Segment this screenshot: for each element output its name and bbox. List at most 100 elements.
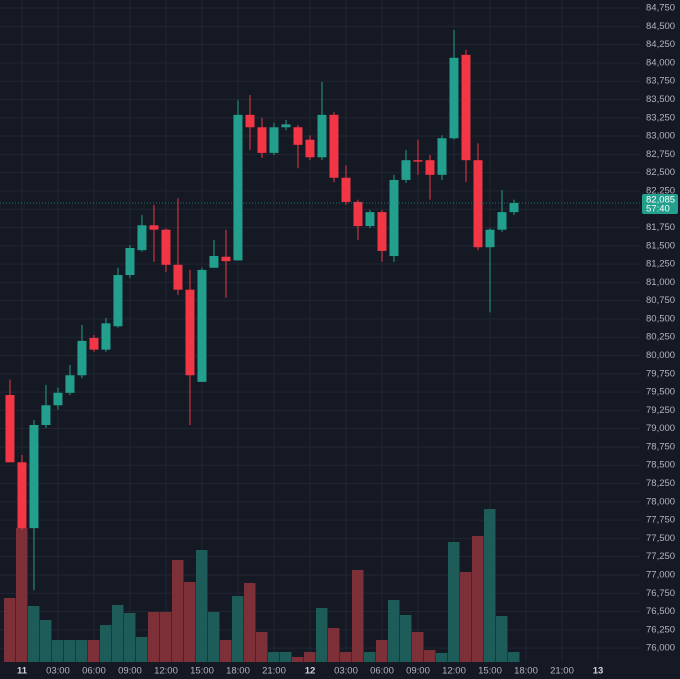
y-tick-label: 83,750 [646, 76, 675, 87]
candle-body [233, 114, 243, 261]
volume-bar [135, 637, 148, 662]
candle-body [29, 424, 39, 529]
candle-body [497, 212, 507, 230]
candle-body [413, 160, 423, 162]
y-tick-label: 84,750 [646, 3, 675, 14]
volume-bar [387, 600, 400, 662]
x-tick-label: 13 [593, 666, 604, 677]
candle-body [461, 54, 471, 161]
volume-bar [171, 560, 184, 662]
y-tick-label: 76,000 [646, 643, 675, 654]
volume-bar [279, 652, 292, 662]
x-tick-label: 15:00 [190, 666, 214, 677]
y-tick-label: 81,500 [646, 240, 675, 251]
candle-body [365, 212, 375, 227]
candle-body [17, 462, 27, 529]
candle-body [137, 225, 147, 251]
x-tick-label: 06:00 [82, 666, 106, 677]
y-tick-label: 76,500 [646, 606, 675, 617]
volume-bar [351, 570, 364, 662]
y-tick-label: 77,500 [646, 533, 675, 544]
volume-bar [447, 542, 460, 662]
volume-bar [195, 550, 208, 662]
volume-bar [411, 632, 424, 662]
volume-bar [243, 583, 256, 662]
y-tick-label: 77,250 [646, 551, 675, 562]
volume-bar [111, 605, 124, 662]
last-price-label: 82,085 [646, 195, 675, 206]
candle-body [317, 114, 327, 158]
candle-body [161, 229, 171, 265]
volume-bar [219, 640, 232, 662]
x-tick-label: 12:00 [154, 666, 178, 677]
candle-body [221, 256, 231, 262]
countdown: 57:40 [646, 204, 670, 215]
axes: 76,000 76,250 76,500 76,750 77,000 77,250 77,5… [0, 3, 678, 677]
candle-body [293, 127, 303, 145]
x-tick-label: 09:00 [118, 666, 142, 677]
candle-body [341, 177, 351, 202]
volume-bar [3, 598, 16, 662]
y-tick-label: 82,750 [646, 149, 675, 160]
y-tick-label: 78,750 [646, 441, 675, 452]
x-tick-label: 03:00 [46, 666, 70, 677]
candle-body [197, 269, 207, 382]
y-tick-label: 80,250 [646, 332, 675, 343]
volume-bar [63, 640, 76, 662]
candle-body [473, 160, 483, 248]
candle-body [401, 160, 411, 180]
volume-bar [159, 612, 172, 662]
candle-layer [5, 29, 519, 591]
y-tick-label: 80,000 [646, 350, 675, 361]
x-tick-label: 09:00 [406, 666, 430, 677]
y-tick-label: 78,000 [646, 496, 675, 507]
y-tick-label: 81,750 [646, 222, 675, 233]
candle-body [257, 127, 267, 153]
volume-bar [87, 640, 100, 662]
y-tick-label: 80,500 [646, 313, 675, 324]
x-tick-label: 06:00 [370, 666, 394, 677]
candle-body [113, 275, 123, 327]
y-tick-label: 82,250 [646, 185, 675, 196]
volume-bar [39, 620, 52, 662]
volume-bar [255, 632, 268, 662]
y-tick-label: 78,250 [646, 478, 675, 489]
y-tick-label: 83,250 [646, 112, 675, 123]
y-tick-label: 77,000 [646, 569, 675, 580]
x-tick-label: 18:00 [514, 666, 538, 677]
candle-body [437, 138, 447, 175]
candle-body [125, 247, 135, 276]
y-tick-label: 81,000 [646, 277, 675, 288]
candle-body [173, 264, 183, 290]
volume-bar [507, 652, 520, 662]
candle-body [89, 337, 99, 350]
volume-layer [3, 509, 520, 662]
candle-body [269, 127, 279, 153]
volume-bar [495, 616, 508, 662]
volume-bar [327, 628, 340, 662]
y-tick-label: 80,750 [646, 295, 675, 306]
candle-body [5, 395, 15, 463]
x-tick-label: 03:00 [334, 666, 358, 677]
volume-bar [231, 596, 244, 662]
volume-bar [375, 640, 388, 662]
last-price-box [642, 193, 678, 214]
x-tick-label: 12:00 [442, 666, 466, 677]
volume-bar [123, 613, 136, 662]
y-tick-label: 83,000 [646, 131, 675, 142]
volume-bar [99, 625, 112, 662]
x-tick-label: 12 [305, 666, 316, 677]
x-tick-label: 18:00 [226, 666, 250, 677]
candle-body [209, 256, 219, 268]
candle-body [353, 201, 363, 227]
y-tick-label: 83,500 [646, 94, 675, 105]
candle-body [149, 225, 159, 230]
volume-bar [291, 657, 304, 662]
candle-body [329, 114, 339, 178]
candle-body [449, 57, 459, 139]
volume-bar [399, 615, 412, 662]
x-tick-label: 21:00 [550, 666, 574, 677]
volume-bar [183, 582, 196, 662]
volume-bar [51, 640, 64, 662]
